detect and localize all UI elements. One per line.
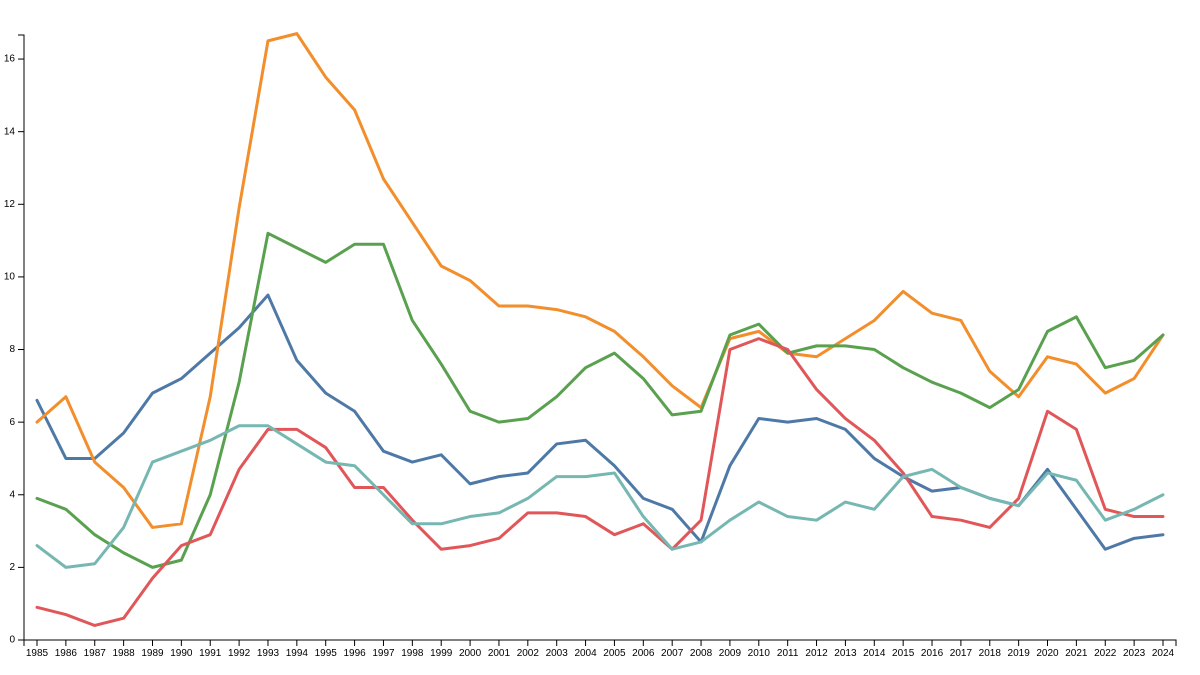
x-tick-label: 2020: [1036, 648, 1059, 659]
y-tick-label: 10: [4, 272, 16, 283]
y-axis-line: [18, 34, 25, 641]
x-tick-label: 1988: [112, 648, 135, 659]
x-tick-label: 2010: [748, 648, 771, 659]
x-tick-label: 2007: [661, 648, 684, 659]
x-tick-label: 2012: [805, 648, 828, 659]
x-tick-label: 2023: [1123, 648, 1146, 659]
x-tick-label: 2011: [777, 648, 799, 659]
x-tick-label: 1985: [26, 648, 49, 659]
series-layer: [35, 32, 1165, 627]
series-line-4: [35, 337, 1165, 627]
series-line-3: [35, 231, 1165, 569]
y-axis: 0 2 4 6 8 10 12 14 16: [4, 34, 25, 646]
x-tick-label: 1999: [430, 648, 453, 659]
x-tick-label: 2009: [719, 648, 742, 659]
x-tick-label: 2021: [1065, 648, 1088, 659]
x-tick-label: 2002: [517, 648, 540, 659]
series-line-5: [35, 424, 1165, 569]
x-tick-label: 2008: [690, 648, 713, 659]
x-tick-label: 2017: [950, 648, 973, 659]
x-tick-label: 1991: [199, 648, 222, 659]
y-tick-label: 16: [4, 54, 16, 65]
x-tick-label: 2018: [979, 648, 1002, 659]
x-tick-label: 2015: [892, 648, 915, 659]
y-tick-label: 2: [9, 562, 15, 573]
x-tick-label: 2004: [574, 648, 597, 659]
x-tick-label: 2013: [834, 648, 857, 659]
x-tick-label: 2000: [459, 648, 482, 659]
x-tick-label: 1993: [257, 648, 280, 659]
x-tick-label: 2001: [488, 648, 511, 659]
x-tick-label: 2016: [921, 648, 944, 659]
x-tick-label: 2005: [603, 648, 626, 659]
x-tick-label: 1997: [372, 648, 395, 659]
x-tick-label: 2024: [1152, 648, 1175, 659]
x-tick-label: 2022: [1094, 648, 1117, 659]
y-tick-label: 6: [9, 417, 15, 428]
x-tick-label: 1996: [343, 648, 366, 659]
y-tick-label: 4: [9, 489, 15, 500]
x-tick-label: 2006: [632, 648, 655, 659]
y-tick-label: 8: [9, 344, 15, 355]
x-tick-label: 1992: [228, 648, 251, 659]
x-axis: 1985 1986 1987 1988 1989 1990 1991 1992 1993 1994…: [23, 639, 1177, 659]
x-tick-label: 1994: [286, 648, 309, 659]
x-tick-label: 1995: [315, 648, 338, 659]
y-tick-label: 0: [9, 635, 15, 646]
x-tick-label: 1987: [84, 648, 107, 659]
x-tick-label: 1990: [170, 648, 193, 659]
y-tick-label: 14: [4, 126, 16, 137]
x-tick-label: 2019: [1008, 648, 1031, 659]
series-line-2: [35, 32, 1165, 529]
x-tick-label: 1986: [55, 648, 78, 659]
y-tick-label: 12: [4, 199, 16, 210]
x-tick-label: 1989: [141, 648, 164, 659]
x-tick-label: 2003: [546, 648, 569, 659]
x-tick-label: 1998: [401, 648, 424, 659]
x-tick-label: 2014: [863, 648, 886, 659]
x-axis-line: [23, 639, 1177, 646]
